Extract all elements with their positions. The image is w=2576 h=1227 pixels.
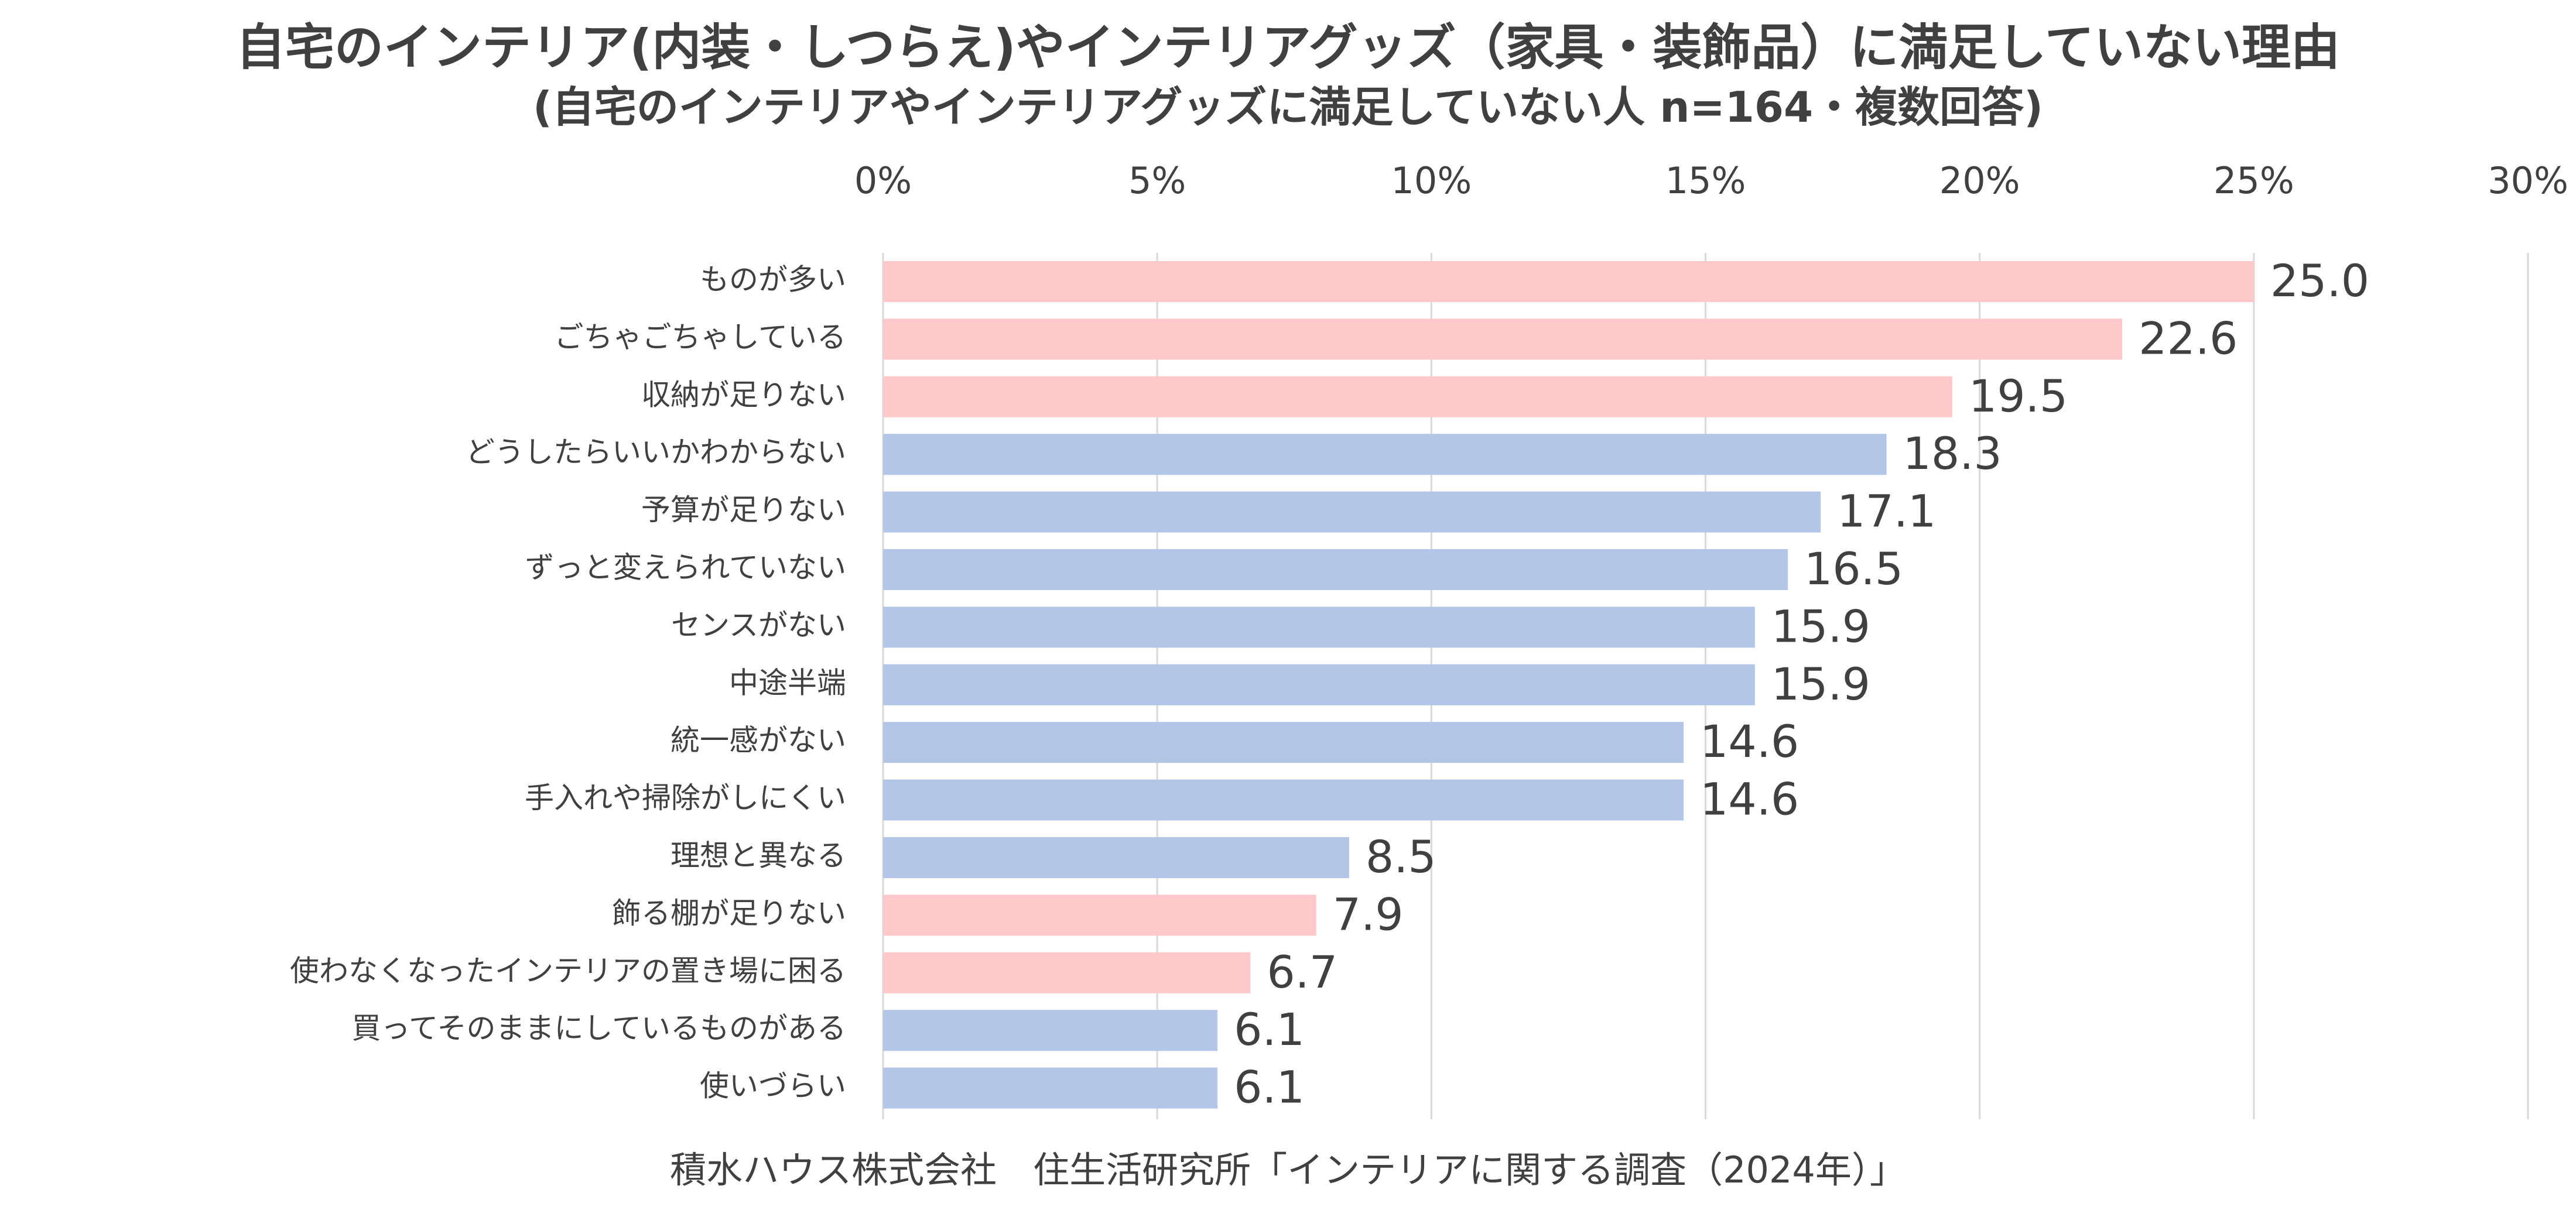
x-tick-label: 30% <box>2488 159 2568 202</box>
bar <box>883 722 1684 763</box>
category-label: 理想と異なる <box>670 839 846 873</box>
value-label: 8.5 <box>1366 831 1436 883</box>
value-label: 15.9 <box>1771 658 1870 710</box>
category-label: 予算が足りない <box>641 493 846 527</box>
x-tick-label: 10% <box>1391 159 1472 202</box>
bar <box>883 1010 1218 1051</box>
value-label: 6.1 <box>1234 1061 1305 1113</box>
bar <box>883 318 2123 360</box>
category-label: ずっと変えられていない <box>525 551 847 585</box>
bar <box>883 549 1788 590</box>
category-label: 統一感がない <box>670 724 846 758</box>
x-tick-label: 25% <box>2214 159 2294 202</box>
bar <box>883 376 1952 417</box>
bar <box>883 434 1887 475</box>
bar <box>883 261 2254 302</box>
source-caption: 積水ハウス株式会社 住生活研究所「インテリアに関する調査（2024年）」 <box>670 1149 1906 1191</box>
category-label: 使わなくなったインテリアの置き場に困る <box>290 954 846 988</box>
value-label: 14.6 <box>1700 773 1799 825</box>
value-label: 14.6 <box>1700 715 1799 767</box>
bar <box>883 664 1755 705</box>
value-label: 17.1 <box>1837 485 1936 537</box>
value-label: 19.5 <box>1969 370 2068 422</box>
value-label: 16.5 <box>1804 543 1903 595</box>
category-label: 飾る棚が足りない <box>612 896 846 930</box>
category-label: 手入れや掃除がしにくい <box>525 781 846 815</box>
x-tick-label: 15% <box>1665 159 1746 202</box>
value-labels: 25.022.619.518.317.116.515.915.914.614.6… <box>1234 255 2369 1113</box>
category-label: 買ってそのままにしているものがある <box>352 1012 847 1046</box>
category-label: 使いづらい <box>700 1069 846 1103</box>
category-label: ものが多い <box>700 263 846 297</box>
bars <box>883 261 2254 1109</box>
chart-title: 自宅のインテリア(内装・しつらえ)やインテリアグッズ（家具・装飾品）に満足してい… <box>235 19 2341 76</box>
bar <box>883 894 1316 936</box>
value-label: 18.3 <box>1903 427 2002 479</box>
value-label: 7.9 <box>1333 888 1404 940</box>
value-label: 6.7 <box>1267 946 1337 998</box>
value-label: 25.0 <box>2270 255 2369 307</box>
bar <box>883 837 1349 878</box>
value-label: 22.6 <box>2139 312 2238 364</box>
category-label: どうしたらいいかわからない <box>466 436 846 469</box>
category-label: 中途半端 <box>729 666 846 700</box>
value-label: 15.9 <box>1771 600 1870 652</box>
x-tick-label: 20% <box>1939 159 2020 202</box>
category-labels: ものが多いごちゃごちゃしている収納が足りないどうしたらいいかわからない予算が足り… <box>290 263 846 1103</box>
x-tick-label: 5% <box>1128 159 1186 202</box>
bar <box>883 491 1821 533</box>
category-label: 収納が足りない <box>641 378 846 412</box>
bar <box>883 779 1684 821</box>
value-label: 6.1 <box>1234 1003 1305 1055</box>
chart-subtitle: (自宅のインテリアやインテリアグッズに満足していない人 n=164・複数回答) <box>533 83 2043 132</box>
x-axis-ticks: 0% 5% 10% 15% 20% 25% 30% <box>854 159 2568 202</box>
category-label: ごちゃごちゃしている <box>555 320 847 354</box>
bar <box>883 952 1251 993</box>
x-tick-label: 0% <box>854 159 912 202</box>
bar <box>883 1067 1218 1109</box>
bar <box>883 606 1755 648</box>
category-label: センスがない <box>671 608 846 642</box>
